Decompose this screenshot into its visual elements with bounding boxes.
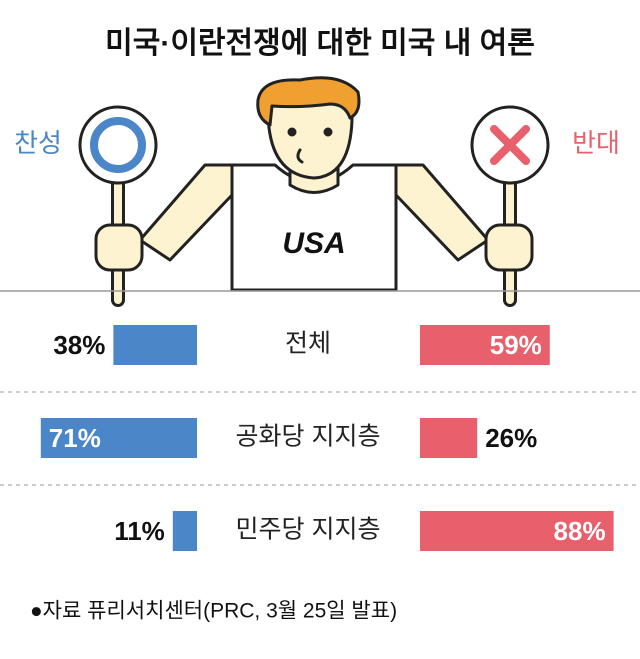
illustration [0,76,640,307]
bar [420,325,550,365]
chart-title: 미국·이란전쟁에 대한 미국 내 여론 [105,27,535,60]
bar [172,511,197,551]
value-label: 11% [114,516,165,546]
source: ●자료 퓨리서치센터(PRC, 3월 25일 발표) [30,600,397,623]
value-label: 88% [554,516,606,546]
bar [420,511,614,551]
legend-label: 반대 [572,128,620,158]
bar [420,418,478,458]
legend-label: 찬성 [14,128,62,158]
value-label: 26% [485,423,537,453]
bar [40,418,197,458]
value-label: 71% [49,423,101,453]
value-label: 38% [53,330,105,360]
category-label: 민주당 지지층 [236,516,381,544]
bar [113,325,197,365]
value-label: 59% [490,330,542,360]
category-label: 전체 [285,330,331,358]
shirt-text: USA [282,227,345,260]
category-label: 공화당 지지층 [236,423,381,451]
